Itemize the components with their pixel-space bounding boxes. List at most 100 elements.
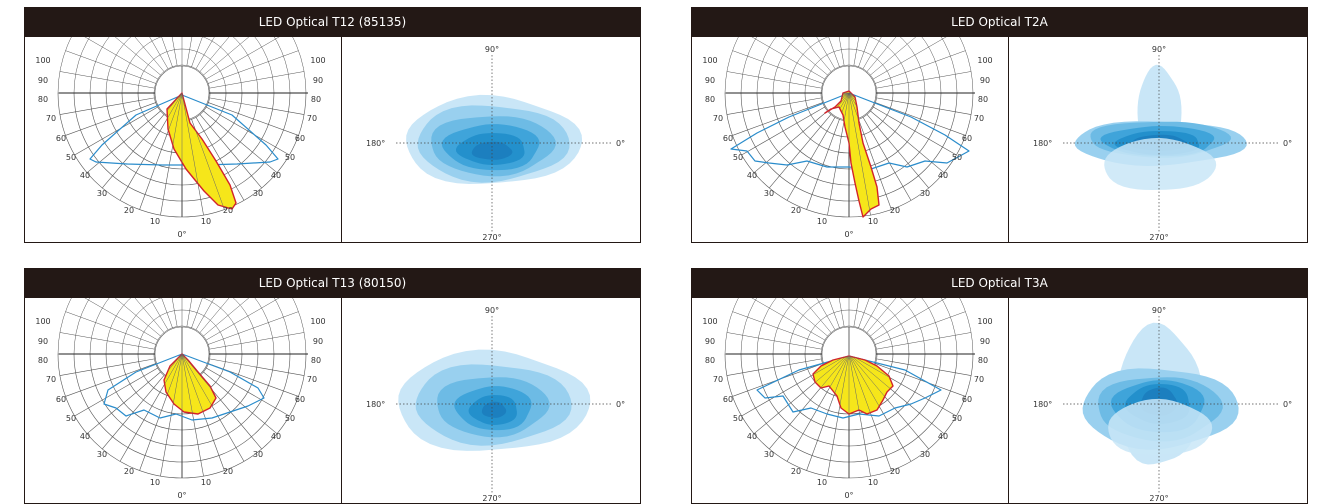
polar-spoke-upper: [191, 298, 203, 328]
beam-hatch-line: [181, 354, 216, 414]
polar-spoke: [208, 102, 299, 136]
polar-spoke-upper: [732, 50, 823, 84]
polar-spoke: [139, 380, 173, 471]
polar-label-zero: 0°: [177, 230, 186, 239]
polar-label-left: 30: [764, 450, 774, 459]
polar-spoke-upper: [59, 332, 155, 350]
polar-spoke-upper: [186, 37, 193, 66]
polar-ring-upper: [89, 298, 275, 355]
polar-label-left: 100: [35, 56, 50, 65]
polar-label-left: 20: [791, 206, 801, 215]
polar-spoke: [206, 367, 290, 417]
beam-hatch-line: [848, 356, 893, 414]
isolux-label-right: 0°: [616, 139, 625, 148]
isolux-label-left: 180°: [1033, 139, 1052, 148]
polar-label-left: 60: [723, 395, 733, 404]
polar-spoke-upper: [65, 50, 156, 84]
polar-spoke-upper: [875, 311, 966, 345]
polar-label-left: 40: [747, 171, 757, 180]
polar-spoke-upper: [853, 37, 860, 66]
polar-spoke-upper: [208, 50, 299, 84]
polar-spoke-upper: [801, 37, 832, 72]
polar-spoke-upper: [209, 71, 305, 89]
polar-spoke: [59, 358, 155, 376]
polar-spoke-upper: [726, 332, 822, 350]
polar-label-right: 20: [890, 206, 900, 215]
polar-label-left: 80: [705, 95, 715, 104]
polar-label-left: 50: [66, 153, 76, 162]
polar-spoke: [786, 117, 836, 201]
polar-label-right: 30: [920, 450, 930, 459]
polar-spoke: [206, 106, 290, 156]
beam-hatch-line: [181, 354, 204, 414]
isolux-label-bottom: 270°: [482, 494, 501, 503]
polar-label-right: 60: [962, 134, 972, 143]
polar-label-left: 70: [713, 375, 723, 384]
polar-spoke: [726, 97, 822, 115]
polar-spoke: [74, 106, 158, 156]
beam-hatch-line: [813, 356, 850, 414]
distribution-curve: [103, 353, 265, 421]
panel-body: 100 90 80 70 60 50 40 30 20 10 100 90 80 70 60 50 40 30 20…: [691, 37, 1308, 243]
beam-hatch-line: [164, 354, 183, 414]
polar-label-right: 40: [938, 432, 948, 441]
polar-spoke-upper: [866, 298, 897, 333]
polar-label-right: 30: [253, 189, 263, 198]
polar-label-right: 60: [295, 134, 305, 143]
polar-spoke-upper: [208, 311, 299, 345]
polar-spoke: [119, 378, 169, 462]
polar-label-left: 40: [80, 432, 90, 441]
polar-spoke-upper: [161, 298, 173, 328]
polar-spoke-upper: [816, 37, 836, 69]
distribution-curve: [756, 355, 942, 419]
polar-spoke-upper: [149, 298, 169, 330]
isolux-label-left: 180°: [366, 139, 385, 148]
polar-spoke-upper: [858, 298, 870, 328]
beam-hatch-line: [848, 92, 871, 216]
polar-spoke-upper: [838, 298, 845, 327]
polar-spoke-upper: [838, 37, 845, 66]
polar-label-right: 40: [271, 171, 281, 180]
polar-label-left: 20: [124, 467, 134, 476]
polar-spoke-upper: [206, 298, 280, 341]
polar-label-right: 10: [201, 217, 211, 226]
panel-t12: LED Optical T12 (85135) 100 90 80 70 60 50 40 3…: [24, 7, 641, 243]
polar-label-right: 100: [977, 317, 992, 326]
panel-t3a: LED Optical T3A 100 90 80 70 60 50 40 30 20 10 100…: [691, 268, 1308, 504]
polar-spoke-upper: [853, 298, 860, 327]
polar-label-left: 30: [97, 450, 107, 459]
polar-spoke-upper: [870, 298, 917, 337]
isolux-label-top: 90°: [1152, 45, 1166, 54]
polar-label-zero: 0°: [177, 491, 186, 500]
polar-label-right: 40: [271, 432, 281, 441]
isolux-label-right: 0°: [1283, 139, 1292, 148]
polar-label-zero: 0°: [844, 230, 853, 239]
polar-label-right: 10: [201, 478, 211, 487]
polar-label-left: 100: [35, 317, 50, 326]
beam-hatch-line: [848, 356, 871, 414]
polar-label-left: 60: [723, 134, 733, 143]
polar-spoke: [65, 363, 156, 397]
polar-label-right: 90: [313, 337, 323, 346]
polar-spoke-upper: [873, 37, 947, 80]
polar-spoke: [65, 102, 156, 136]
polar-spoke: [873, 106, 957, 156]
polar-label-left: 100: [702, 317, 717, 326]
polar-label-right: 20: [223, 467, 233, 476]
polar-spoke-upper: [781, 298, 828, 337]
polar-label-left: 70: [46, 375, 56, 384]
distribution-curve: [730, 92, 970, 170]
polar-label-left: 60: [56, 395, 66, 404]
isolux-label-left: 180°: [366, 400, 385, 409]
polar-spoke-upper: [199, 298, 230, 333]
polar-label-right: 90: [980, 76, 990, 85]
isolux-label-bottom: 270°: [1149, 233, 1168, 242]
polar-spoke: [870, 110, 945, 173]
beam-curve: [166, 92, 237, 210]
polar-spoke-upper: [191, 37, 203, 67]
isolux-label-right: 0°: [616, 400, 625, 409]
distribution-curve: [89, 94, 279, 166]
polar-spoke-upper: [751, 37, 825, 80]
polar-spoke: [726, 358, 822, 376]
panel-divider: [1008, 37, 1009, 242]
